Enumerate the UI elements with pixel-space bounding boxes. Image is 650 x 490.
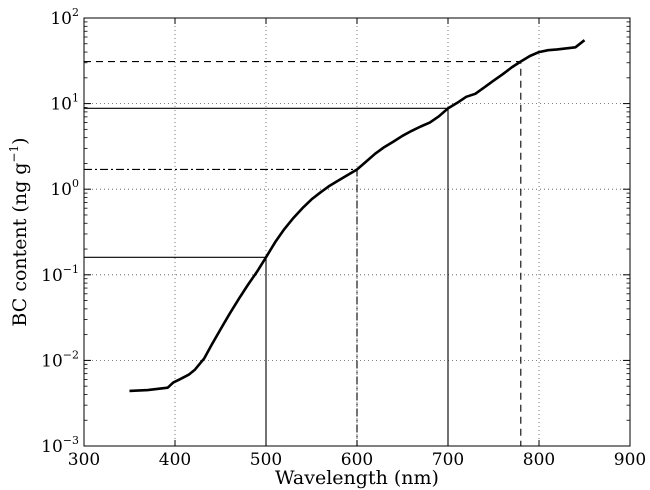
axis-ticks <box>83 17 631 447</box>
y-tick-exponent: 0 <box>72 177 79 190</box>
y-tick-exponent: 2 <box>72 6 79 19</box>
y-axis-title: BC content (ng g−1) <box>7 137 31 326</box>
y-tick-base: 10 <box>50 9 72 29</box>
y-tick-exponent: −3 <box>63 434 79 447</box>
x-axis-title: Wavelength (nm) <box>275 467 439 489</box>
data-series <box>129 39 586 393</box>
reference-line <box>84 60 522 446</box>
y-axis-title-close: ) <box>9 137 31 144</box>
y-tick-label: 10−3 <box>41 434 79 457</box>
y-axis-title-main: BC content (ng g <box>9 163 31 327</box>
y-tick-label: 101 <box>50 92 79 115</box>
x-tick-label: 800 <box>523 450 555 470</box>
y-tick-base: 10 <box>41 266 63 286</box>
x-tick-label: 600 <box>341 450 373 470</box>
y-tick-base: 10 <box>41 351 63 371</box>
y-tick-label: 10−2 <box>41 348 79 371</box>
y-tick-label: 10−1 <box>41 263 79 286</box>
y-tick-exponent: 1 <box>72 92 79 105</box>
x-tick-label: 300 <box>68 450 100 470</box>
y-tick-base: 10 <box>41 437 63 457</box>
x-tick-label: 900 <box>614 450 646 470</box>
reference-lines <box>84 60 522 446</box>
x-tick-labels: 300 400 500 600 700 800 900 <box>68 450 646 470</box>
y-tick-label: 102 <box>50 6 79 29</box>
reference-line <box>84 168 358 446</box>
x-tick-label: 400 <box>159 450 191 470</box>
y-tick-exponent: −1 <box>63 263 79 276</box>
y-tick-base: 10 <box>50 95 72 115</box>
x-tick-label: 500 <box>250 450 282 470</box>
y-axis-title-superscript: −1 <box>7 145 21 163</box>
reference-line <box>84 256 267 446</box>
y-tick-exponent: −2 <box>63 348 79 361</box>
data-line <box>129 39 586 393</box>
y-tick-base: 10 <box>50 180 72 200</box>
x-tick-label: 700 <box>432 450 464 470</box>
y-tick-label: 100 <box>50 177 79 200</box>
